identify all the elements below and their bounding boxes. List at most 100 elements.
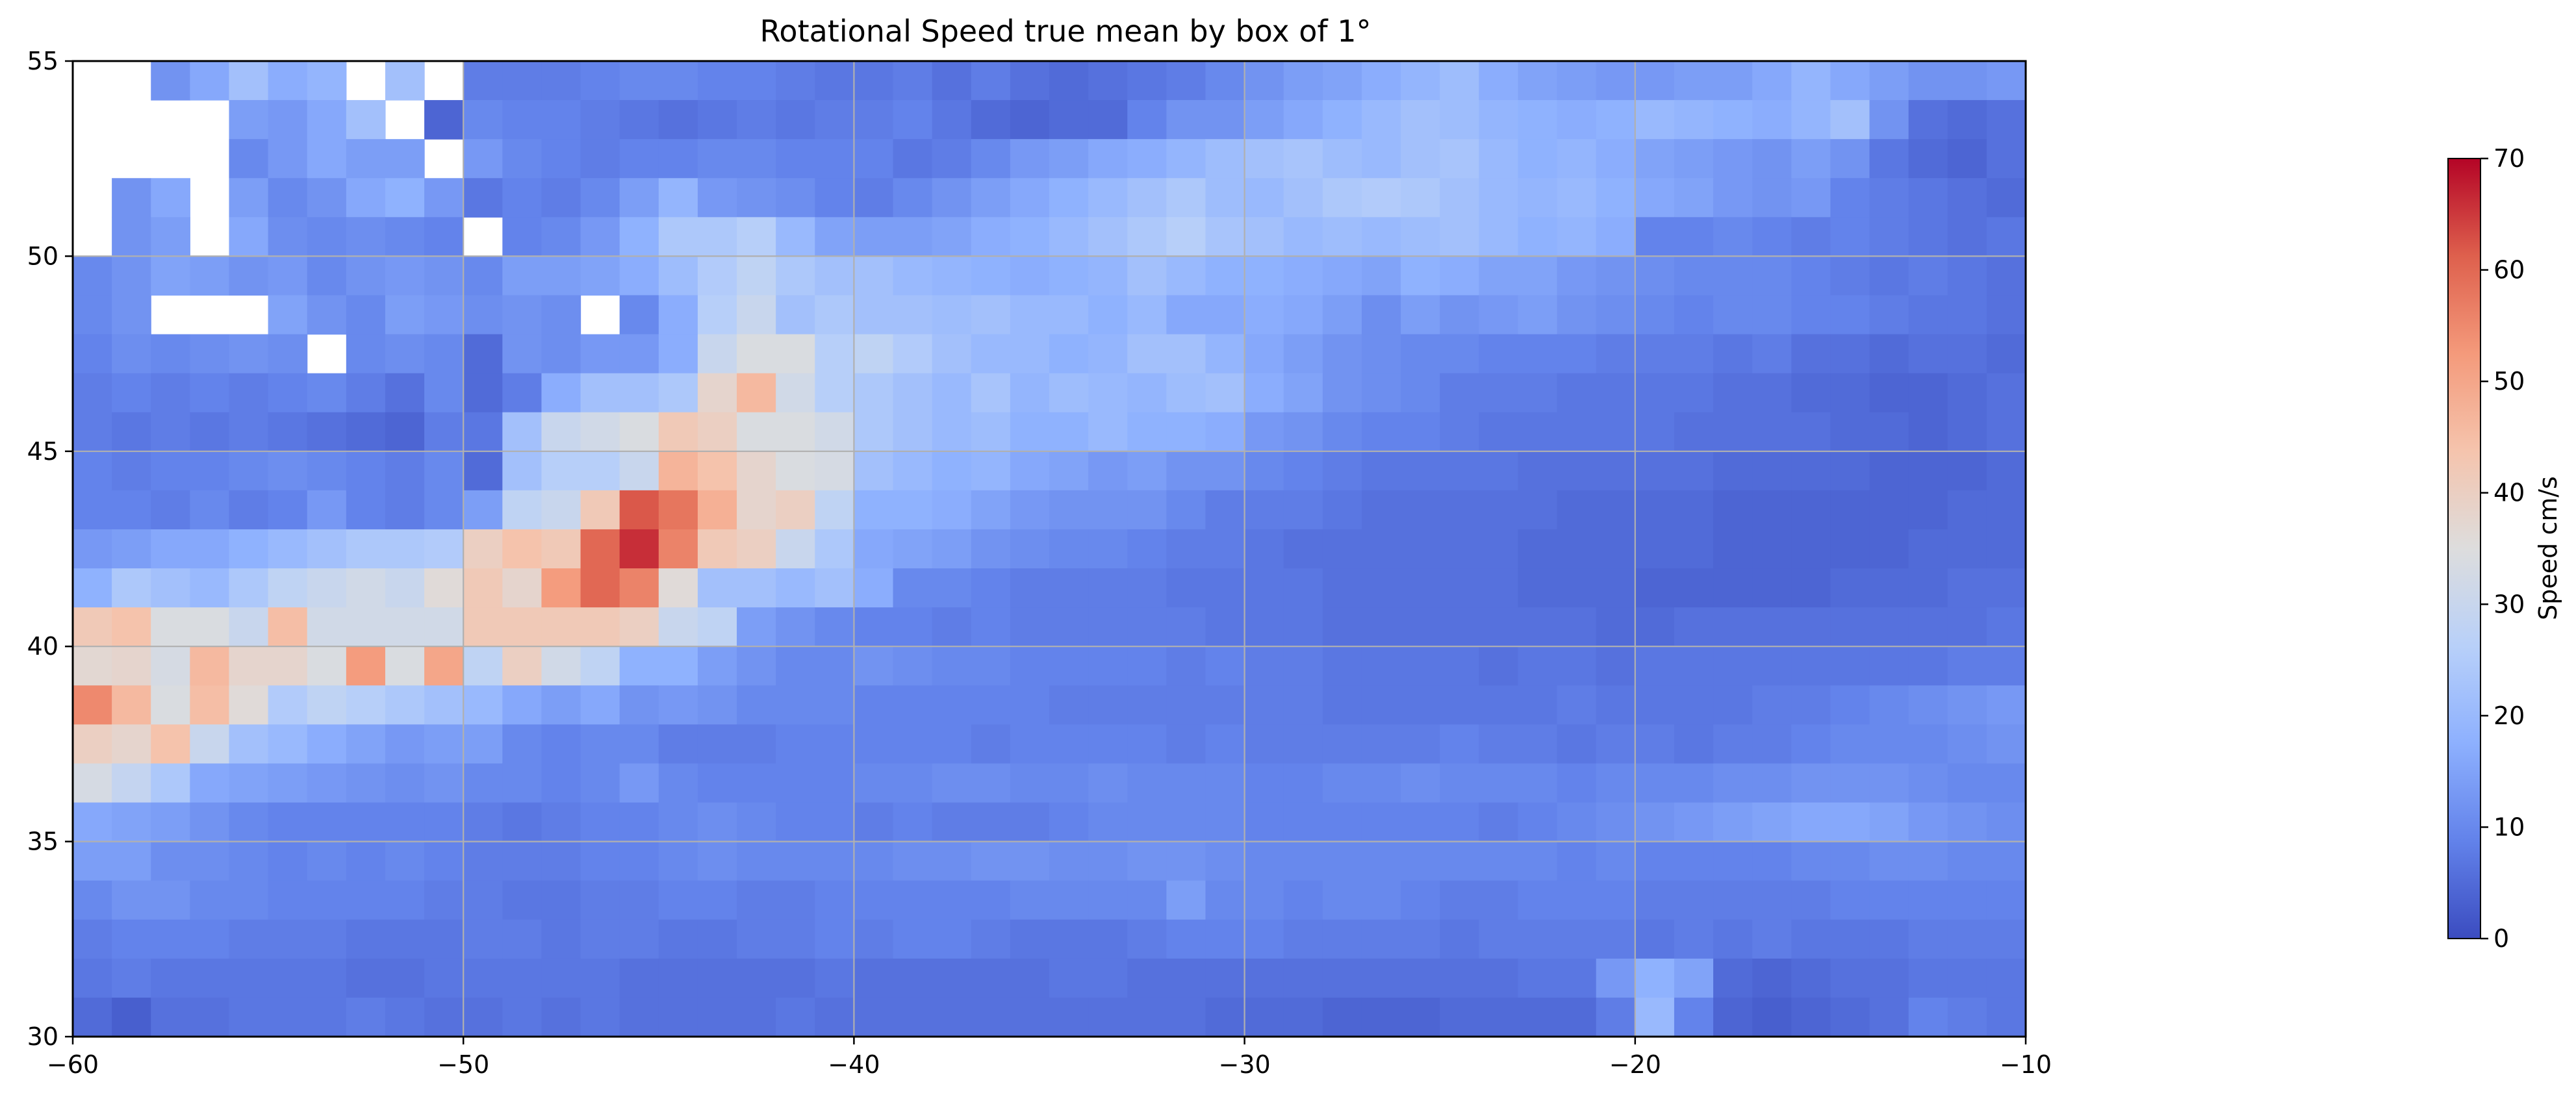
heatmap-cell bbox=[1752, 451, 1792, 491]
heatmap-cell bbox=[1049, 295, 1089, 335]
heatmap-cell bbox=[1049, 100, 1089, 140]
heatmap-cell bbox=[1049, 451, 1089, 491]
heatmap-cell bbox=[1518, 880, 1558, 920]
heatmap-cell bbox=[1791, 490, 1831, 530]
heatmap-cell bbox=[1518, 334, 1558, 374]
heatmap-cell bbox=[151, 451, 190, 491]
heatmap-cell bbox=[619, 178, 659, 218]
heatmap-cell bbox=[1049, 412, 1089, 452]
heatmap-cell bbox=[776, 802, 815, 842]
heatmap-cell bbox=[1596, 178, 1636, 218]
heatmap-cell bbox=[1518, 100, 1558, 140]
heatmap-cell bbox=[1908, 685, 1948, 725]
heatmap-cell bbox=[776, 334, 815, 374]
heatmap-cell bbox=[932, 256, 972, 296]
heatmap-cell bbox=[1401, 373, 1440, 413]
heatmap-cell bbox=[1947, 529, 1987, 569]
heatmap-cell bbox=[815, 100, 854, 140]
heatmap-cell bbox=[971, 451, 1011, 491]
heatmap-cell bbox=[190, 724, 230, 764]
heatmap-cell bbox=[268, 841, 308, 881]
heatmap-cell bbox=[1713, 256, 1753, 296]
heatmap-cell bbox=[1596, 919, 1636, 959]
heatmap-cell bbox=[619, 61, 659, 101]
heatmap-cell bbox=[190, 763, 230, 803]
heatmap-cell bbox=[424, 490, 464, 530]
heatmap-cell bbox=[971, 841, 1011, 881]
heatmap-cell bbox=[1322, 802, 1362, 842]
heatmap-cell bbox=[815, 724, 854, 764]
heatmap-cell bbox=[1322, 256, 1362, 296]
heatmap-cell bbox=[502, 217, 542, 257]
heatmap-cell bbox=[697, 529, 737, 569]
heatmap-cell bbox=[737, 61, 776, 101]
heatmap-cell bbox=[307, 724, 347, 764]
heatmap-cell bbox=[307, 646, 347, 686]
heatmap-cell bbox=[580, 919, 620, 959]
heatmap-cell bbox=[697, 412, 737, 452]
heatmap-cell bbox=[1088, 295, 1128, 335]
heatmap-cell bbox=[1361, 217, 1401, 257]
heatmap-cell bbox=[112, 646, 151, 686]
heatmap-cell bbox=[1322, 685, 1362, 725]
heatmap-cell bbox=[893, 451, 933, 491]
colorbar-tick-label: 0 bbox=[2493, 924, 2509, 953]
heatmap-cell bbox=[1713, 217, 1753, 257]
heatmap-cell bbox=[1713, 646, 1753, 686]
heatmap-cell bbox=[1947, 919, 1987, 959]
heatmap-cell bbox=[971, 61, 1011, 101]
heatmap-cell bbox=[1986, 529, 2026, 569]
heatmap-cell bbox=[151, 217, 190, 257]
heatmap-cell bbox=[1205, 880, 1245, 920]
heatmap-cell bbox=[346, 256, 386, 296]
heatmap-cell bbox=[1322, 997, 1362, 1037]
heatmap-cell bbox=[1557, 295, 1597, 335]
heatmap-cell bbox=[1752, 724, 1792, 764]
heatmap-cell bbox=[932, 100, 972, 140]
heatmap-cell bbox=[1283, 802, 1323, 842]
heatmap-cell bbox=[619, 919, 659, 959]
heatmap-cell bbox=[463, 763, 503, 803]
heatmap-cell bbox=[1205, 919, 1245, 959]
heatmap-cell bbox=[1205, 295, 1245, 335]
heatmap-cell bbox=[385, 178, 425, 218]
heatmap-cell bbox=[854, 178, 894, 218]
heatmap-cell bbox=[1947, 61, 1987, 101]
heatmap-cell bbox=[1401, 295, 1440, 335]
heatmap-cell bbox=[1166, 139, 1206, 179]
heatmap-cell bbox=[580, 529, 620, 569]
heatmap-cell bbox=[1127, 295, 1167, 335]
heatmap-cell bbox=[932, 880, 972, 920]
heatmap-cell bbox=[658, 61, 698, 101]
heatmap-cell bbox=[1947, 841, 1987, 881]
heatmap-cell bbox=[268, 646, 308, 686]
heatmap-cell bbox=[1518, 568, 1558, 608]
heatmap-cell bbox=[1830, 568, 1870, 608]
heatmap-cell bbox=[1869, 295, 1909, 335]
heatmap-cell bbox=[776, 724, 815, 764]
heatmap-cell bbox=[190, 802, 230, 842]
heatmap-cell bbox=[737, 802, 776, 842]
heatmap-cell bbox=[776, 997, 815, 1037]
heatmap-cell bbox=[1752, 412, 1792, 452]
heatmap-cell bbox=[1205, 958, 1245, 998]
x-tick-label: −20 bbox=[1609, 1050, 1661, 1079]
heatmap-cell bbox=[541, 139, 581, 179]
heatmap-cell bbox=[1401, 802, 1440, 842]
heatmap-cell bbox=[1479, 334, 1519, 374]
heatmap-cell bbox=[385, 490, 425, 530]
heatmap-cell bbox=[1440, 334, 1479, 374]
heatmap-cell bbox=[1127, 763, 1167, 803]
heatmap-cell bbox=[1830, 373, 1870, 413]
heatmap-cell bbox=[541, 490, 581, 530]
heatmap-cell bbox=[1869, 763, 1909, 803]
heatmap-cell bbox=[580, 412, 620, 452]
heatmap-cell bbox=[1244, 958, 1284, 998]
heatmap-cell bbox=[1830, 919, 1870, 959]
heatmap-cell bbox=[229, 412, 269, 452]
heatmap-cell bbox=[268, 607, 308, 647]
heatmap-cell bbox=[1791, 61, 1831, 101]
heatmap-cell bbox=[776, 958, 815, 998]
heatmap-cell bbox=[151, 646, 190, 686]
heatmap-cell bbox=[1088, 529, 1128, 569]
